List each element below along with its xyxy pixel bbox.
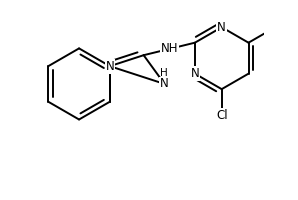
Text: N: N xyxy=(160,77,169,90)
Text: NH: NH xyxy=(161,42,178,55)
Text: H: H xyxy=(159,68,167,78)
Text: N: N xyxy=(217,21,226,34)
Text: N: N xyxy=(190,67,199,80)
Text: Cl: Cl xyxy=(216,109,227,122)
Text: N: N xyxy=(105,60,114,73)
